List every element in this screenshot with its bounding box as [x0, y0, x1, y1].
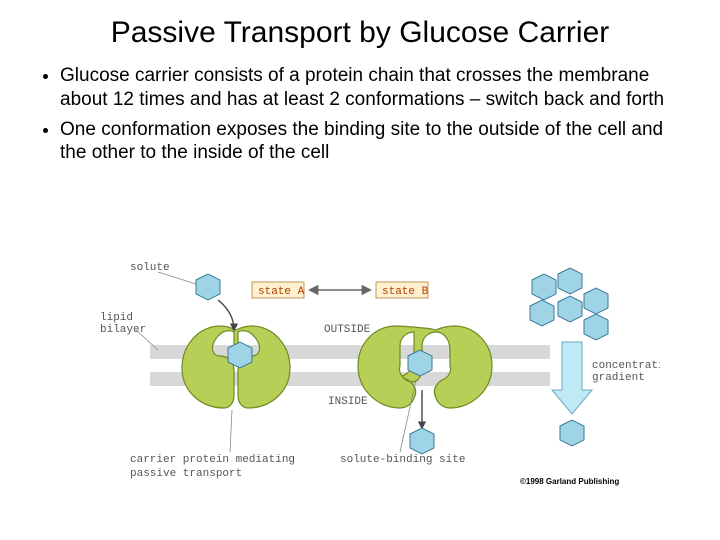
carrier-state-b: [358, 326, 492, 408]
carrier-label-2: passive transport: [130, 468, 242, 480]
solute-below-gradient: [560, 420, 584, 446]
binding-site-label: solute-binding site: [340, 454, 465, 466]
outside-label: OUTSIDE: [324, 324, 371, 336]
solute-label: solute: [130, 262, 170, 274]
solute-in-carrier-b: [408, 350, 432, 376]
gradient-label-1: concentration: [592, 360, 660, 372]
lipid-label-2: bilayer: [100, 324, 146, 336]
solute-hexagon: [196, 274, 220, 300]
solute-cluster: [530, 268, 608, 340]
bullet-item: One conformation exposes the binding sit…: [60, 118, 682, 166]
lipid-leader: [136, 330, 158, 350]
inside-label: INSIDE: [328, 396, 368, 408]
solute-in-carrier-a: [228, 342, 252, 368]
bullet-item: Glucose carrier consists of a protein ch…: [60, 64, 682, 112]
bullet-list: Glucose carrier consists of a protein ch…: [0, 60, 720, 165]
gradient-arrow: [552, 342, 592, 414]
state-b-label: state B: [382, 286, 429, 298]
solute-exited: [410, 428, 434, 454]
carrier-leader: [230, 410, 232, 452]
transport-diagram: state A state B solute lipid bilayer OUT…: [100, 250, 660, 510]
solute-leader: [158, 272, 196, 284]
carrier-state-a: [182, 326, 290, 408]
state-a-label: state A: [258, 286, 305, 298]
lipid-label-1: lipid: [100, 312, 133, 324]
page-title: Passive Transport by Glucose Carrier: [0, 0, 720, 60]
carrier-label-1: carrier protein mediating: [130, 454, 295, 466]
copyright-text: ©1998 Garland Publishing: [520, 477, 619, 486]
gradient-label-2: gradient: [592, 372, 645, 384]
